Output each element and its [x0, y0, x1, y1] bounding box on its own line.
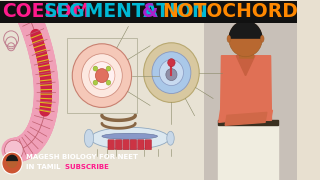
Text: &: &	[142, 3, 158, 21]
Ellipse shape	[102, 133, 157, 139]
Circle shape	[82, 54, 122, 98]
Wedge shape	[6, 155, 18, 161]
Polygon shape	[253, 107, 272, 120]
FancyBboxPatch shape	[239, 45, 254, 59]
Circle shape	[106, 66, 111, 71]
Polygon shape	[220, 56, 271, 120]
Circle shape	[95, 69, 108, 83]
FancyBboxPatch shape	[145, 140, 151, 150]
FancyBboxPatch shape	[130, 140, 137, 150]
FancyBboxPatch shape	[138, 140, 144, 150]
Ellipse shape	[90, 127, 169, 149]
FancyBboxPatch shape	[108, 140, 115, 150]
Circle shape	[89, 62, 115, 89]
Text: NOTOCHORD: NOTOCHORD	[162, 3, 298, 21]
FancyBboxPatch shape	[204, 23, 297, 180]
Polygon shape	[225, 112, 267, 125]
FancyBboxPatch shape	[123, 140, 129, 150]
Ellipse shape	[84, 129, 93, 147]
Text: COELOM: COELOM	[2, 3, 90, 21]
Text: MAGESH BIOLOGY FOR NEET: MAGESH BIOLOGY FOR NEET	[26, 154, 138, 160]
Circle shape	[2, 152, 22, 174]
Circle shape	[152, 52, 191, 93]
Polygon shape	[218, 125, 278, 180]
Circle shape	[106, 80, 111, 85]
Polygon shape	[241, 34, 243, 36]
Circle shape	[166, 69, 177, 81]
Circle shape	[93, 66, 98, 71]
Polygon shape	[218, 120, 278, 125]
Ellipse shape	[167, 131, 174, 145]
Circle shape	[72, 44, 132, 107]
Polygon shape	[248, 34, 250, 36]
Circle shape	[168, 59, 175, 67]
FancyBboxPatch shape	[115, 140, 122, 150]
Ellipse shape	[260, 35, 264, 42]
Wedge shape	[228, 20, 263, 39]
FancyBboxPatch shape	[0, 23, 213, 180]
Ellipse shape	[227, 35, 231, 42]
Circle shape	[144, 43, 199, 102]
FancyBboxPatch shape	[0, 1, 297, 23]
Polygon shape	[219, 108, 241, 122]
Circle shape	[229, 21, 262, 57]
Circle shape	[93, 80, 98, 85]
Text: SEGMENTATION: SEGMENTATION	[44, 3, 208, 21]
Circle shape	[159, 60, 183, 86]
Text: SUBSCRIBE: SUBSCRIBE	[60, 164, 109, 170]
Circle shape	[4, 140, 23, 160]
Text: IN TAMIL: IN TAMIL	[26, 164, 60, 170]
Polygon shape	[236, 56, 255, 76]
Circle shape	[6, 156, 18, 168]
